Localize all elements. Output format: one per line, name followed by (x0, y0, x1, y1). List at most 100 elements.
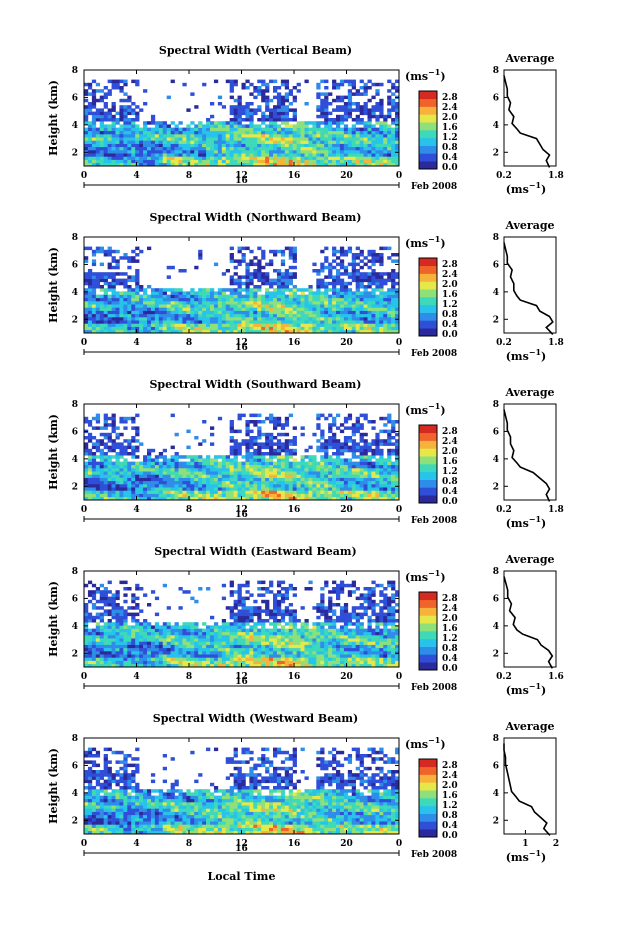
heatmap-cell (375, 304, 380, 308)
heatmap-cell (123, 599, 128, 604)
heatmap-cell (166, 313, 171, 318)
heatmap-cell (343, 304, 349, 308)
heatmap-cell (123, 156, 128, 160)
heatmap-cell (395, 480, 400, 485)
heatmap-cell (84, 143, 89, 148)
heatmap-cell (103, 275, 108, 279)
heatmap-cell (276, 159, 282, 164)
heatmap-cell (304, 156, 309, 160)
heatmap-cell (229, 445, 234, 450)
heatmap-cell (375, 487, 380, 491)
heatmap-cell (111, 137, 116, 141)
y-axis-label: Height (km) (47, 80, 60, 156)
heatmap-cell (115, 458, 120, 462)
heatmap-cell (336, 320, 341, 324)
heatmap-cell (249, 329, 254, 334)
heatmap-cell (131, 156, 136, 160)
heatmap-cell (139, 162, 144, 167)
heatmap-cell (371, 496, 376, 501)
heatmap-cell (332, 439, 337, 443)
heatmap-cell (150, 153, 156, 157)
heatmap-cell (210, 484, 215, 488)
heatmap-cell (249, 275, 254, 279)
heatmap-cell (383, 468, 388, 472)
heatmap-cell (87, 329, 93, 334)
heatmap-cell (312, 480, 317, 485)
heatmap-cell (158, 294, 164, 299)
heatmap-cell (237, 416, 242, 421)
heatmap-cell (206, 455, 211, 459)
heatmap-cell (273, 471, 278, 475)
heatmap-cell (229, 82, 234, 87)
heatmap-cell (371, 448, 376, 453)
heatmap-cell (343, 480, 349, 485)
heatmap-cell (186, 159, 191, 164)
heatmap-cell (210, 496, 215, 501)
heatmap-cell (261, 146, 266, 151)
heatmap-cell (359, 294, 364, 299)
heatmap-cell (288, 329, 293, 334)
heatmap-cell (363, 288, 368, 292)
heatmap-cell (253, 301, 258, 305)
heatmap-cell (367, 79, 372, 84)
heatmap-cell (288, 288, 293, 292)
heatmap-cell (147, 307, 152, 311)
heatmap-cell (221, 464, 227, 469)
heatmap-cell (296, 329, 301, 334)
heatmap-cell (111, 127, 116, 132)
heatmap-cell (245, 477, 250, 482)
heatmap-cell (284, 114, 290, 119)
heatmap-cell (269, 281, 274, 286)
heatmap-cell (154, 307, 160, 311)
heatmap-cell (87, 657, 93, 661)
heatmap-cell (328, 162, 333, 167)
heatmap-cell (383, 162, 388, 167)
heatmap-cell (387, 474, 392, 478)
heatmap-cell (367, 471, 372, 475)
heatmap-cell (336, 307, 341, 311)
heatmap-cell (182, 474, 187, 478)
heatmap-cell (336, 159, 341, 164)
heatmap-cell (150, 304, 156, 308)
heatmap-cell (87, 92, 93, 96)
heatmap-cell (288, 493, 293, 498)
heatmap-cell (249, 468, 254, 472)
heatmap-cell (87, 436, 93, 440)
heatmap-cell (383, 127, 388, 132)
heatmap-cell (95, 496, 101, 501)
heatmap-cell (198, 288, 203, 292)
heatmap-cell (111, 657, 116, 661)
heatmap-cell (359, 310, 364, 315)
heatmap-cell (280, 317, 286, 321)
heatmap-cell (261, 310, 266, 315)
heatmap-cell (135, 259, 140, 263)
heatmap-cell (347, 281, 353, 286)
heatmap-cell (123, 294, 128, 299)
heatmap-cell (375, 272, 380, 276)
heatmap-cell (257, 272, 262, 276)
heatmap-cell (210, 310, 215, 315)
heatmap-cell (273, 480, 278, 485)
heatmap-cell (320, 442, 325, 446)
heatmap-cell (237, 320, 242, 324)
heatmap-cell (190, 464, 195, 469)
heatmap-cell (95, 313, 101, 318)
x-tick-label: 16 (288, 338, 301, 348)
heatmap-cell (296, 153, 301, 157)
heatmap-cell (221, 153, 227, 157)
heatmap-cell (206, 323, 211, 327)
heatmap-cell (190, 134, 195, 138)
heatmap-cell (284, 153, 290, 157)
heatmap-cell (154, 140, 160, 144)
heatmap-cell (328, 326, 333, 331)
heatmap-cell (351, 92, 356, 96)
heatmap-cell (150, 291, 156, 295)
heatmap-cell (158, 474, 164, 478)
heatmap-cell (119, 320, 124, 324)
avg-y-tick-label: 6 (493, 260, 499, 270)
heatmap-cell (229, 162, 234, 167)
heatmap-cell (273, 490, 278, 494)
heatmap-cell (284, 118, 290, 122)
heatmap-cell (312, 307, 317, 311)
heatmap-cell (119, 635, 124, 639)
